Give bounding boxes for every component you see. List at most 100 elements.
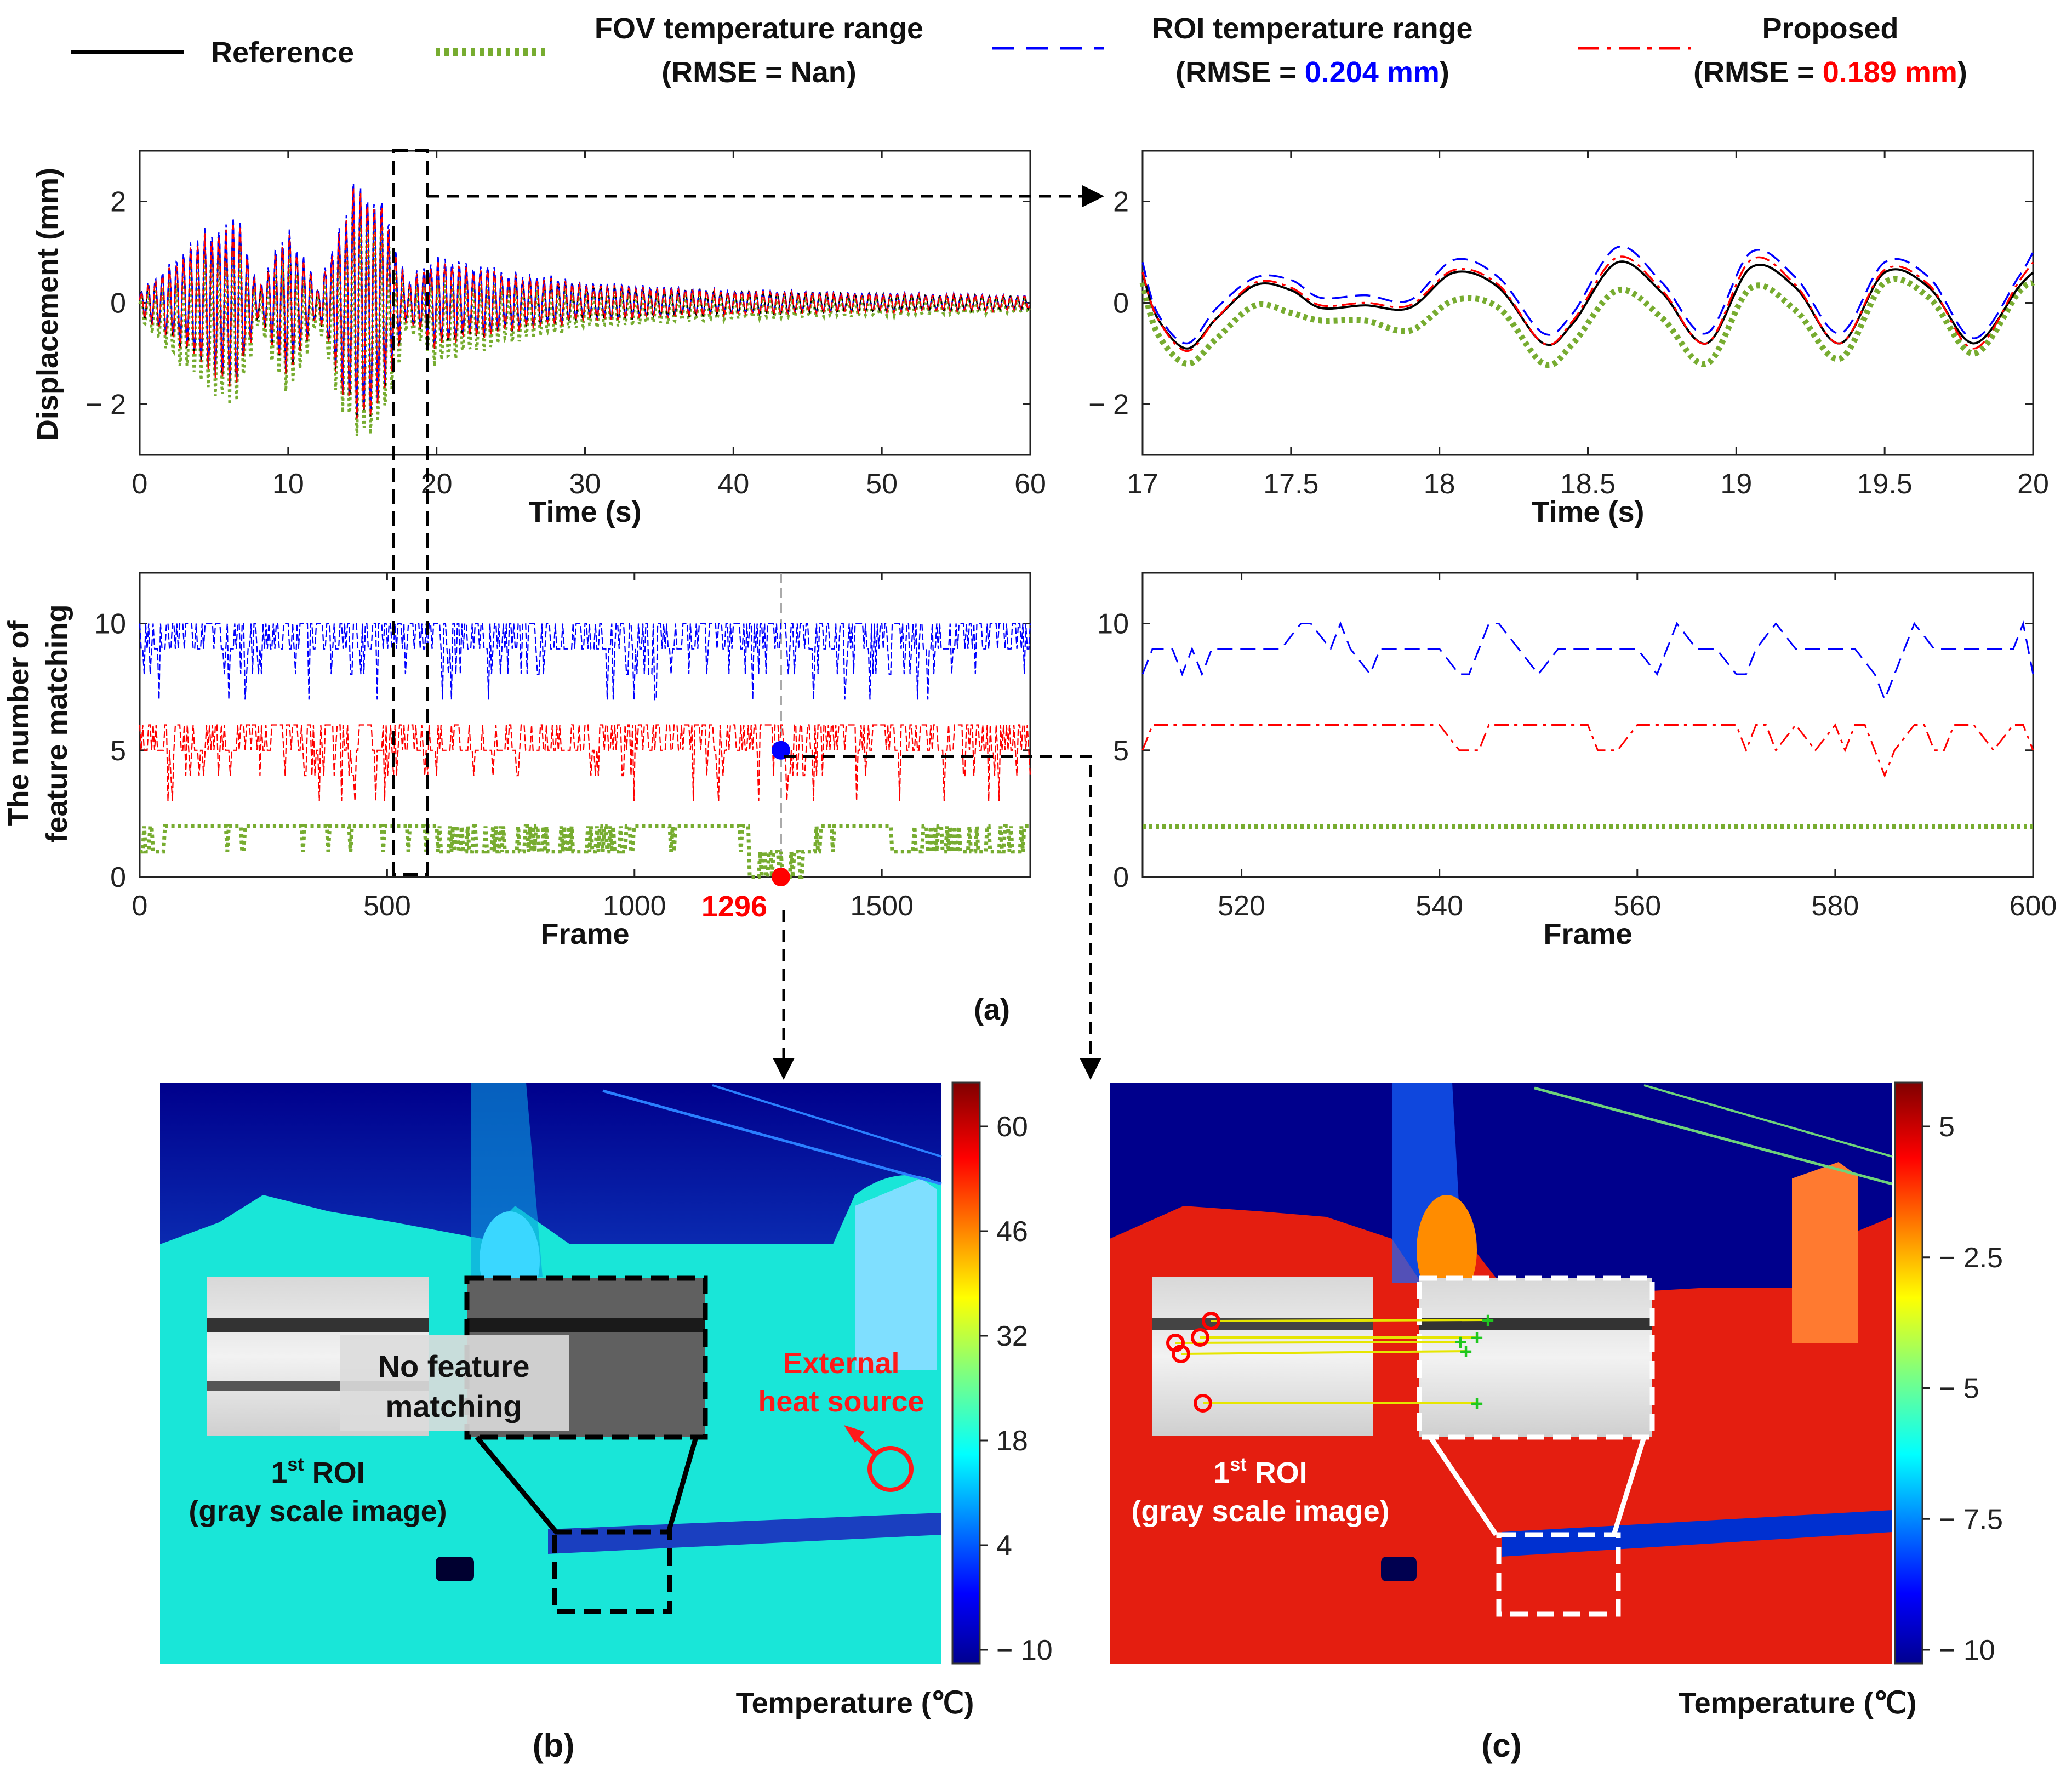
thermal-c-roi-right-stripe	[1419, 1318, 1652, 1330]
x-axis-label: Frame	[1543, 918, 1632, 950]
zoom-arrow-head	[1082, 185, 1104, 207]
x-tick-label: 520	[1218, 890, 1265, 922]
x-tick-label: 0	[132, 468, 148, 500]
x-tick-label: 18.5	[1560, 468, 1616, 500]
series-roi-temperature-range	[1141, 245, 2034, 345]
frame-arrow-head-c	[1080, 1058, 1101, 1080]
series-roi-temperature-range	[139, 183, 1030, 414]
thermal-c-roi-box	[1496, 1532, 1621, 1617]
chart-panel-matching_zoom: 520 540 560 580 600 10 5 0 Frame	[1097, 572, 2057, 950]
legend-reference-label: Reference	[211, 36, 354, 69]
thermal-image-c: + + + + + 1st ROI (gray scale image) 5 − …	[1110, 1081, 2003, 1764]
colorbar-tick-label: − 10	[996, 1635, 1053, 1666]
match-line-4	[1180, 1350, 1466, 1355]
x-tick-label: 17	[1127, 468, 1158, 500]
colorbar-tick-label: 18	[996, 1425, 1028, 1457]
series-fov-temperature-range	[140, 824, 1030, 879]
legend-fov-rmse: (RMSE = Nan)	[661, 56, 857, 89]
thermal-b-nofeature-line2: matching	[386, 1389, 522, 1423]
series-fov-temperature-range	[1139, 276, 2035, 368]
colorbar-c	[1894, 1081, 1923, 1665]
thermal-b-heat-arrow-head	[844, 1425, 865, 1443]
thermal-c-roi-gray-left	[1152, 1277, 1373, 1436]
colorbar-tick-label: − 10	[1939, 1635, 1995, 1666]
match-line-1	[1211, 1319, 1488, 1322]
match-line-3	[1175, 1341, 1461, 1344]
match-point-5	[1194, 1394, 1212, 1413]
thermal-b-bridge	[548, 1513, 941, 1554]
series-proposed	[139, 188, 1030, 419]
thermal-c-sky	[1110, 1083, 1892, 1305]
match-cross-4: +	[1459, 1340, 1472, 1364]
match-point-4	[1172, 1345, 1190, 1363]
colorbar-tick-label: 32	[996, 1320, 1028, 1352]
ylabel-displacement: Displacement (mm)	[31, 168, 64, 441]
x-tick-label: 580	[1812, 890, 1859, 922]
y-tick-label: 0	[1113, 288, 1129, 320]
x-tick-label: 1000	[603, 890, 666, 922]
x-tick-label: 20	[2017, 468, 2049, 500]
x-axis-label: Time (s)	[1531, 496, 1644, 528]
y-tick-label: 0	[110, 862, 126, 893]
thermal-b-connector-left	[475, 1436, 558, 1534]
colorbar-tick-label: 5	[1939, 1111, 1955, 1143]
series-proposed	[139, 724, 1031, 801]
colorbar-tick-label: − 7.5	[1939, 1504, 2003, 1535]
colorbar-tick-label: 46	[996, 1216, 1028, 1248]
thermal-c-building	[1792, 1162, 1858, 1343]
y-tick-label: 10	[1097, 608, 1129, 640]
thermal-image-b: No feature matching External heat source…	[160, 1081, 1053, 1764]
y-tick-label: 10	[94, 608, 126, 640]
zoom-region-box	[392, 149, 429, 876]
legend-roi-rmse: (RMSE = 0.204 mm)	[1175, 56, 1449, 89]
thermal-c-car	[1381, 1557, 1417, 1581]
panel-label-c: (c)	[1481, 1727, 1521, 1764]
y-tick-label: − 2	[1088, 389, 1129, 421]
thermal-b-roi-caption-1: 1st ROI	[271, 1454, 364, 1489]
x-tick-label: 19.5	[1857, 468, 1913, 500]
match-cross-5: +	[1470, 1392, 1483, 1416]
thermal-c-matches: + + + + +	[1166, 1308, 1494, 1416]
frame-arrow-line-c	[784, 755, 1092, 1058]
x-tick-label: 19	[1720, 468, 1752, 500]
x-tick-label: 10	[272, 468, 304, 500]
colorbar-b	[951, 1081, 981, 1665]
chart-panel-matching_full: 0 500 1000 1500 10 5 0 Frame 1296	[94, 572, 1031, 950]
thermal-b-wire-2	[712, 1084, 942, 1158]
thermal-c-wire-1	[1534, 1086, 1893, 1186]
thermal-b-wire-1	[602, 1089, 942, 1186]
thermal-c-roi-caption-1: 1st ROI	[1213, 1454, 1307, 1489]
plot-area	[1141, 150, 2034, 456]
thermal-b-roi-stripe-1	[207, 1318, 429, 1332]
y-tick-label: 2	[110, 186, 126, 218]
x-axis-label: Frame	[540, 918, 629, 950]
x-tick-label: 0	[132, 890, 148, 922]
colorbar-tick-label: 4	[996, 1530, 1012, 1562]
match-cross-2: +	[1470, 1326, 1483, 1350]
colorbar-tick-label: − 2.5	[1939, 1242, 2003, 1274]
frame-arrow-head-b	[773, 1058, 795, 1080]
y-tick-label: 5	[110, 735, 126, 767]
marker-point-1	[772, 868, 790, 886]
legend: Reference FOV temperature range (RMSE = …	[71, 12, 1967, 89]
y-tick-label: 2	[1113, 186, 1129, 218]
zoom-indicators	[392, 149, 1104, 1080]
legend-proposed-label: Proposed	[1762, 12, 1898, 45]
thermal-c-connector-left	[1428, 1436, 1498, 1536]
thermal-c-roi-frame	[1417, 1275, 1655, 1440]
thermal-c-connector-right	[1611, 1436, 1647, 1536]
thermal-b-car	[436, 1557, 474, 1581]
thermal-b-building	[855, 1178, 937, 1370]
x-tick-label: 60	[1014, 468, 1046, 500]
thermal-b-connector-right	[666, 1436, 699, 1533]
panel-label-a: (a)	[974, 993, 1010, 1026]
colorbar-c-title: Temperature (℃)	[1679, 1687, 1917, 1719]
x-tick-label: 17.5	[1263, 468, 1318, 500]
x-tick-label: 50	[866, 468, 898, 500]
y-tick-label: − 2	[85, 389, 126, 421]
series-reference	[1141, 260, 2034, 350]
y-tick-label: 5	[1113, 735, 1129, 767]
marker-frame-label: 1296	[701, 890, 767, 923]
x-tick-label: 1500	[850, 890, 914, 922]
